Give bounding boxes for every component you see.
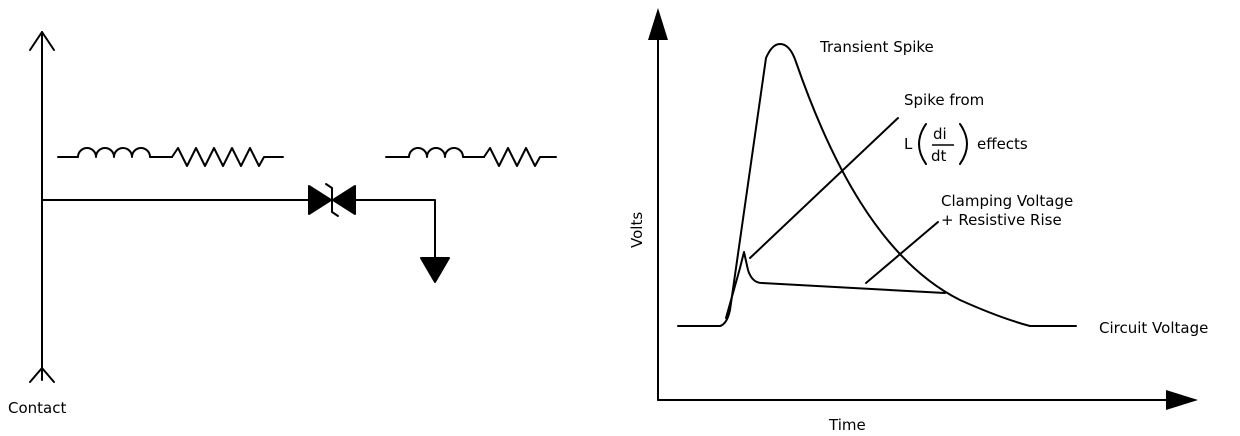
leader-line-ldidt bbox=[749, 117, 899, 259]
effects-label: effects bbox=[977, 135, 1028, 153]
circuit-schematic: Contact bbox=[8, 31, 557, 417]
y-axis-label: Volts bbox=[628, 212, 646, 248]
left-paren bbox=[918, 123, 927, 165]
transient-spike-label: Transient Spike bbox=[819, 38, 934, 56]
clamping-voltage-label: Clamping Voltage bbox=[941, 192, 1073, 210]
inductor-symbol-2 bbox=[385, 147, 485, 158]
x-axis-arrowhead bbox=[1166, 390, 1198, 410]
clamping-voltage-curve bbox=[725, 251, 946, 319]
spike-from-label: Spike from bbox=[904, 91, 984, 109]
x-axis-label: Time bbox=[828, 416, 866, 434]
contact-top-arrowhead bbox=[29, 31, 55, 51]
ground-wire bbox=[354, 199, 436, 259]
right-paren bbox=[959, 123, 968, 165]
ldidt-formula: L di dt effects bbox=[904, 123, 1028, 165]
contact-label: Contact bbox=[8, 399, 66, 417]
y-axis-arrowhead bbox=[648, 8, 668, 40]
l-prefix-label: L bbox=[904, 135, 913, 153]
inductor-symbol-1 bbox=[57, 147, 173, 158]
ground-symbol bbox=[420, 257, 450, 283]
circuit-voltage-label: Circuit Voltage bbox=[1099, 319, 1208, 337]
contact-bottom-arrowhead bbox=[29, 367, 55, 383]
resistive-rise-label: + Resistive Rise bbox=[941, 211, 1062, 229]
resistor-symbol-1 bbox=[171, 147, 284, 167]
di-label: di bbox=[933, 125, 947, 143]
transient-graph: Volts Time Transient Spike Spike from L … bbox=[628, 8, 1208, 434]
transient-spike-curve bbox=[677, 43, 1077, 327]
dt-label: dt bbox=[931, 147, 947, 165]
leader-line-clamping bbox=[865, 221, 939, 284]
resistor-symbol-2 bbox=[483, 147, 557, 167]
tvs-diode-symbol bbox=[308, 183, 356, 217]
